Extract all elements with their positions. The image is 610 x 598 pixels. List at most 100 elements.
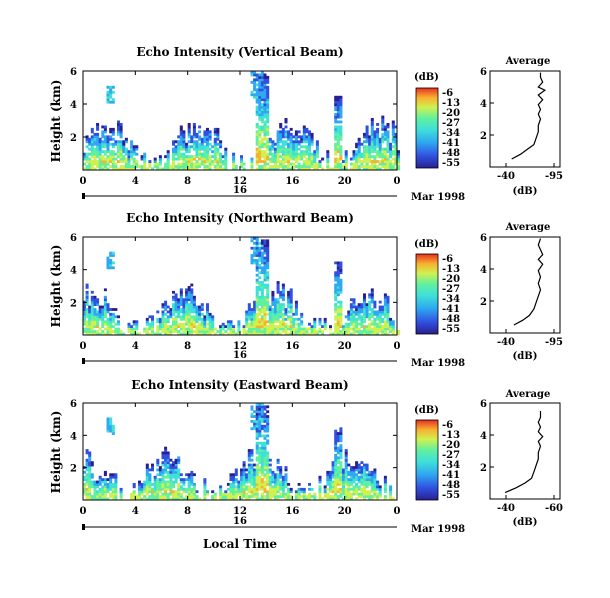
heatmap-cell bbox=[195, 320, 199, 324]
heatmap-cell bbox=[253, 80, 257, 84]
heatmap-cell bbox=[266, 118, 270, 121]
heatmap-cell bbox=[260, 115, 264, 119]
heatmap-cell bbox=[339, 427, 343, 431]
heatmap-cell bbox=[326, 487, 330, 491]
heatmap-cell bbox=[386, 167, 390, 171]
heatmap-cell bbox=[391, 125, 395, 129]
profile-xlabel: (dB) bbox=[513, 186, 538, 197]
heatmap-cell bbox=[279, 125, 283, 129]
heatmap-cell bbox=[284, 322, 288, 326]
heatmap-cell bbox=[258, 487, 262, 491]
heatmap-cell bbox=[198, 147, 202, 151]
heatmap-cell bbox=[370, 162, 374, 166]
heatmap-cell bbox=[363, 483, 366, 486]
heatmap-cell bbox=[101, 487, 105, 491]
heatmap-cell bbox=[213, 152, 217, 156]
heatmap-cell bbox=[179, 303, 183, 306]
heatmap-cell bbox=[258, 322, 262, 326]
heatmap-cell bbox=[355, 155, 359, 159]
heatmap-cell bbox=[109, 85, 113, 89]
heatmap-cell bbox=[187, 162, 191, 166]
heatmap-cell bbox=[339, 332, 343, 336]
heatmap-cell bbox=[294, 165, 298, 168]
heatmap-cell bbox=[342, 330, 345, 333]
heatmap-cell bbox=[263, 137, 267, 141]
heatmap-cell bbox=[93, 332, 97, 336]
heatmap-cell bbox=[373, 487, 377, 491]
heatmap-cell bbox=[318, 478, 322, 481]
heatmap-cell bbox=[289, 325, 293, 328]
heatmap-cell bbox=[287, 298, 291, 302]
heatmap-cell bbox=[258, 95, 262, 99]
heatmap-cell bbox=[389, 160, 393, 163]
heatmap-cell bbox=[279, 312, 283, 316]
heatmap-cell bbox=[357, 475, 361, 479]
heatmap-cell bbox=[111, 137, 115, 141]
heatmap-cell bbox=[373, 473, 377, 477]
heatmap-cell bbox=[349, 332, 353, 336]
heatmap-cell bbox=[274, 487, 277, 491]
heatmap-cell bbox=[258, 327, 262, 331]
heatmap-cell bbox=[313, 325, 317, 328]
heatmap-cell bbox=[179, 332, 183, 336]
heatmap-cell bbox=[114, 495, 118, 498]
heatmap-cell bbox=[339, 288, 343, 292]
heatmap-cell bbox=[182, 317, 186, 321]
heatmap-cell bbox=[321, 332, 325, 336]
heatmap-cell bbox=[281, 295, 285, 299]
heatmap-cell bbox=[187, 320, 191, 324]
heatmap-cell bbox=[386, 142, 390, 146]
heatmap-cell bbox=[140, 167, 144, 171]
heatmap-cell bbox=[365, 485, 369, 489]
heatmap-cell bbox=[266, 241, 270, 245]
x-tick-label: 0 bbox=[80, 506, 87, 517]
heatmap-cell bbox=[93, 152, 97, 156]
heatmap-cell bbox=[281, 322, 285, 326]
heatmap-cell bbox=[245, 487, 249, 491]
heatmap-cell bbox=[381, 147, 385, 151]
date-label: 16 bbox=[233, 516, 247, 527]
heatmap-cell bbox=[255, 466, 259, 469]
heatmap-cell bbox=[342, 475, 345, 479]
heatmap-cell bbox=[103, 315, 107, 319]
heatmap-cell bbox=[169, 468, 173, 472]
heatmap-cell bbox=[376, 135, 380, 139]
y-axis-label: Height (km) bbox=[49, 411, 63, 494]
heatmap-cell bbox=[185, 295, 189, 299]
heatmap-cell bbox=[260, 130, 264, 134]
heatmap-cell bbox=[172, 473, 175, 477]
heatmap-cell bbox=[192, 147, 196, 151]
heatmap-cell bbox=[383, 327, 387, 331]
heatmap-cell bbox=[336, 283, 340, 287]
heatmap-cell bbox=[192, 295, 196, 299]
heatmap-cell bbox=[145, 167, 149, 171]
heatmap-cell bbox=[190, 480, 194, 484]
heatmap-cell bbox=[263, 325, 267, 328]
heatmap-cell bbox=[250, 420, 254, 423]
heatmap-cell bbox=[185, 160, 189, 163]
heatmap-cell bbox=[85, 315, 89, 319]
heatmap-cell bbox=[355, 475, 359, 479]
heatmap-cell bbox=[174, 490, 178, 494]
heatmap-cell bbox=[138, 483, 141, 486]
heatmap-cell bbox=[156, 487, 160, 491]
heatmap-cell bbox=[255, 478, 259, 481]
heatmap-cell bbox=[284, 325, 288, 328]
heatmap-cell bbox=[373, 130, 377, 134]
heatmap-cell bbox=[336, 100, 340, 104]
heatmap-cell bbox=[260, 407, 264, 411]
heatmap-cell bbox=[187, 125, 191, 129]
heatmap-cell bbox=[260, 244, 264, 248]
heatmap-cell bbox=[103, 480, 107, 484]
heatmap-cell bbox=[224, 165, 228, 168]
heatmap-cell bbox=[281, 155, 285, 159]
heatmap-cell bbox=[169, 470, 173, 474]
heatmap-cell bbox=[368, 495, 372, 498]
heatmap-cell bbox=[360, 325, 364, 328]
heatmap-cell bbox=[260, 298, 264, 302]
heatmap-cell bbox=[101, 150, 105, 154]
heatmap-cell bbox=[253, 83, 257, 87]
heatmap-cell bbox=[182, 315, 186, 319]
heatmap-cell bbox=[266, 78, 270, 82]
heatmap-cell bbox=[310, 132, 314, 136]
